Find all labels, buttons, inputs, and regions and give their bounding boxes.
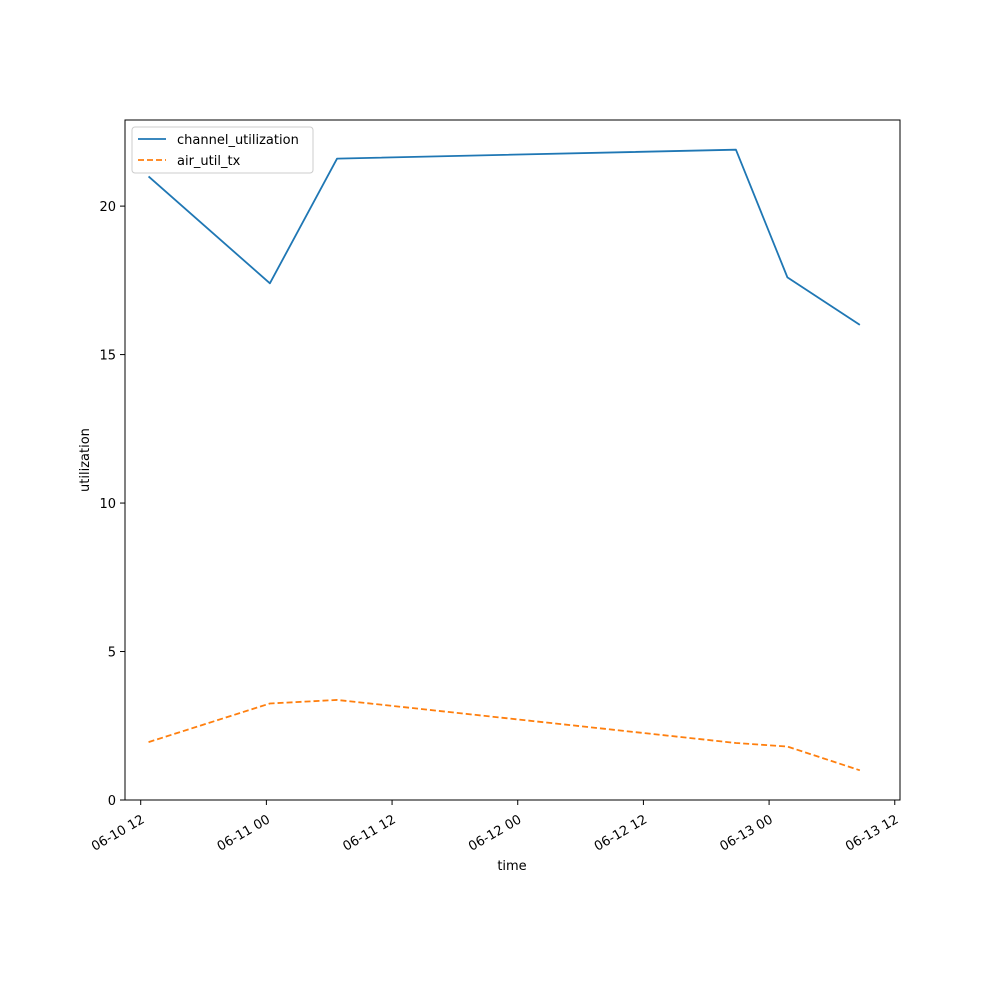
- x-tick-label: 06-12 00: [466, 812, 524, 854]
- x-tick-label: 06-12 12: [592, 812, 650, 854]
- x-tick-label: 06-11 12: [340, 812, 398, 854]
- y-tick-label: 10: [99, 497, 116, 512]
- x-axis: 06-10 12 06-11 00 06-11 12 06-12 00 06-12 12…: [89, 800, 901, 855]
- x-tick-label: 06-13 12: [843, 812, 901, 854]
- y-axis: 0 5 10 15 20: [99, 200, 125, 809]
- x-axis-label: time: [497, 859, 526, 874]
- y-tick-label: 20: [99, 200, 116, 215]
- plot-frame: [124, 119, 901, 801]
- legend-box: [131, 126, 314, 174]
- legend-label-air_util_tx: air_util_tx: [177, 154, 241, 169]
- x-tick-label: 06-11 00: [215, 812, 273, 854]
- y-tick-label: 5: [108, 646, 116, 661]
- y-axis-label: utilization: [78, 428, 93, 492]
- x-tick-label: 06-10 12: [89, 812, 147, 854]
- series-layer: [147, 148, 861, 772]
- series-line-channel_utilization: [147, 148, 861, 326]
- legend: channel_utilization air_util_tx: [131, 126, 314, 174]
- y-tick-label: 0: [108, 794, 116, 809]
- x-tick-label: 06-13 00: [718, 812, 776, 854]
- legend-label-channel_utilization: channel_utilization: [177, 133, 299, 148]
- y-tick-label: 15: [99, 349, 116, 364]
- plot-area: [125, 120, 900, 800]
- series-line-air_util_tx: [148, 699, 861, 772]
